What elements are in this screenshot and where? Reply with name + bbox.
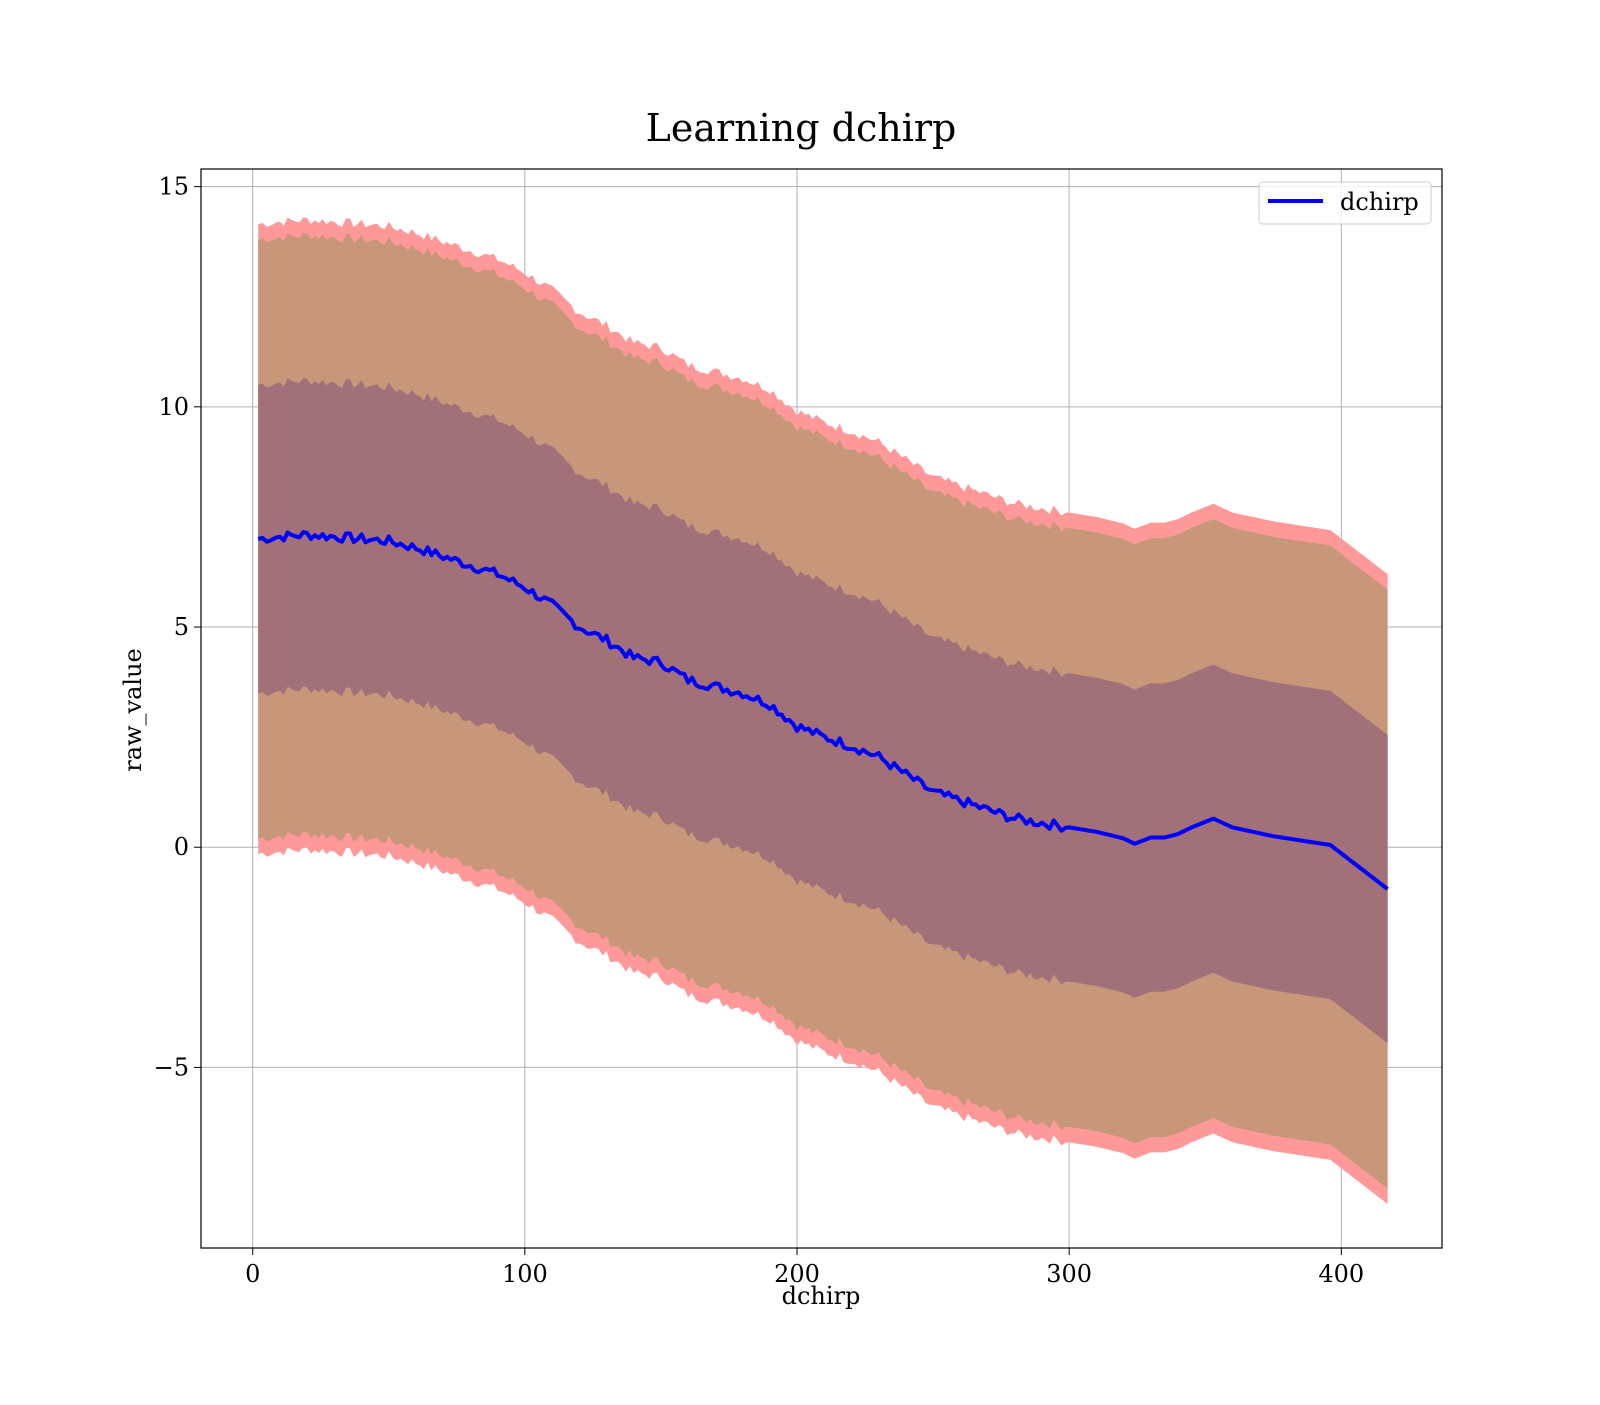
chart-title: Learning dchirp bbox=[646, 106, 957, 150]
confidence-band bbox=[258, 378, 1388, 1044]
legend: dchirp bbox=[1258, 181, 1432, 225]
y-tick-label: 10 bbox=[158, 393, 189, 421]
x-tick-label: 0 bbox=[245, 1260, 260, 1288]
y-axis-label: raw_value bbox=[119, 648, 147, 772]
tick-layer: 0 100 200 300 400 −5 0 5 10 15 bbox=[154, 173, 1365, 1288]
x-tick-label: 200 bbox=[774, 1260, 820, 1288]
x-tick-label: 300 bbox=[1046, 1260, 1092, 1288]
series-layer bbox=[257, 530, 1389, 891]
x-axis-label: dchirp bbox=[782, 1282, 861, 1310]
y-tick-label: 0 bbox=[174, 833, 189, 861]
y-tick-label: 15 bbox=[158, 173, 189, 201]
y-tick-label: 5 bbox=[174, 613, 189, 641]
x-tick-label: 400 bbox=[1318, 1260, 1364, 1288]
legend-box bbox=[1258, 181, 1432, 225]
x-tick-label: 100 bbox=[502, 1260, 548, 1288]
y-tick-label: −5 bbox=[154, 1053, 189, 1081]
band-layer bbox=[258, 217, 1388, 1204]
legend-label: dchirp bbox=[1340, 188, 1419, 216]
plot-frame bbox=[200, 168, 1443, 1249]
series-line-dchirp bbox=[257, 530, 1389, 891]
